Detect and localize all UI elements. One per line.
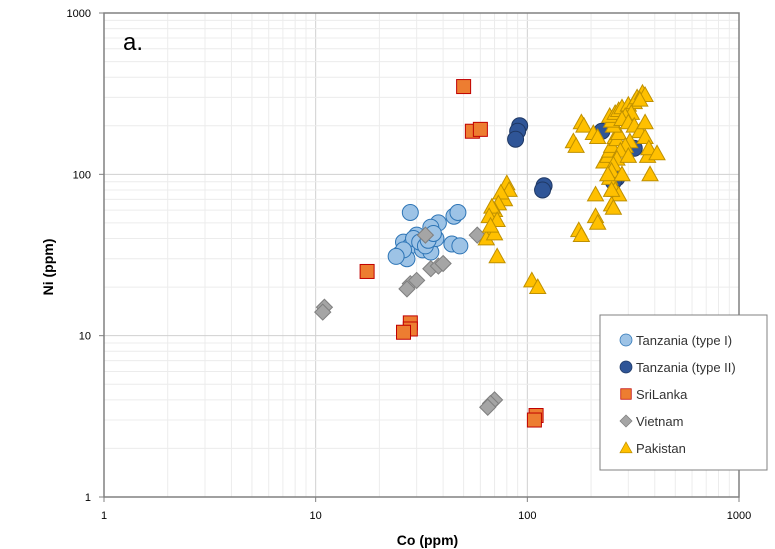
x-tick-label: 10 xyxy=(310,510,322,522)
data-point xyxy=(604,198,623,215)
data-point xyxy=(449,204,467,222)
panel-label: a. xyxy=(123,29,143,56)
legend-item: Vietnam xyxy=(619,414,683,429)
y-tick-label: 100 xyxy=(73,169,91,181)
data-point xyxy=(407,271,426,290)
x-axis-title: Co (ppm) xyxy=(397,532,458,548)
data-point xyxy=(598,165,617,182)
x-tick-label: 100 xyxy=(518,510,536,522)
legend-label: Pakistan xyxy=(636,441,686,456)
data-point xyxy=(434,254,452,273)
y-tick-label: 1000 xyxy=(67,8,91,20)
legend-item: Tanzania (type II) xyxy=(619,360,736,375)
data-point xyxy=(398,280,416,298)
axis-ticks: 1 10 100 1000 1 10 100 1000 xyxy=(67,8,752,522)
data-point xyxy=(488,247,506,264)
data-point xyxy=(507,130,525,148)
data-point xyxy=(639,139,658,156)
legend-items: Tanzania (type I) Tanzania (type II) SriLa… xyxy=(619,333,736,456)
data-point xyxy=(485,224,504,241)
data-point xyxy=(648,144,666,161)
data-point xyxy=(451,237,469,255)
legend-item: Pakistan xyxy=(619,441,686,456)
legend-marker xyxy=(619,360,633,374)
data-point xyxy=(481,216,500,233)
data-point xyxy=(396,324,412,340)
data-point xyxy=(636,113,654,130)
legend-marker xyxy=(619,441,633,454)
x-tick-label: 1000 xyxy=(727,510,751,522)
data-point xyxy=(534,181,552,199)
data-point xyxy=(472,121,488,137)
legend-item: Tanzania (type I) xyxy=(619,333,732,348)
legend-label: Tanzania (type I) xyxy=(636,333,732,348)
data-point xyxy=(619,146,638,163)
legend-label: SriLanka xyxy=(636,387,688,402)
legend-marker xyxy=(619,333,633,347)
series-tanzania-type-i- xyxy=(387,204,469,268)
data-point xyxy=(479,398,497,416)
data-point xyxy=(588,128,607,145)
data-point xyxy=(387,247,405,265)
data-point xyxy=(526,412,542,428)
data-points xyxy=(314,79,666,428)
data-point xyxy=(401,204,419,222)
legend-marker xyxy=(620,388,632,400)
legend-item: SriLanka xyxy=(620,387,688,402)
data-point xyxy=(602,180,621,197)
legend: Tanzania (type I) Tanzania (type II) SriLa… xyxy=(599,314,768,471)
x-tick-label: 1 xyxy=(101,510,107,522)
series-pakistan xyxy=(477,83,666,295)
y-axis-title: Ni (ppm) xyxy=(40,239,56,296)
data-point xyxy=(528,278,547,295)
data-point xyxy=(641,165,659,182)
data-point xyxy=(359,263,375,279)
legend-label: Vietnam xyxy=(636,414,683,429)
data-point xyxy=(586,185,605,202)
plot-area-border xyxy=(103,12,740,498)
series-srilanka xyxy=(359,79,544,428)
legend-label: Tanzania (type II) xyxy=(636,360,736,375)
y-tick-label: 1 xyxy=(85,492,91,504)
data-point xyxy=(416,226,435,244)
data-point xyxy=(588,213,607,230)
data-point xyxy=(572,226,591,243)
data-point xyxy=(630,90,649,107)
data-point xyxy=(575,116,593,133)
data-point xyxy=(314,303,332,321)
data-point xyxy=(456,79,472,95)
data-point xyxy=(567,136,585,153)
legend-marker xyxy=(619,414,633,428)
y-tick-label: 10 xyxy=(79,331,91,343)
data-point xyxy=(613,165,631,182)
